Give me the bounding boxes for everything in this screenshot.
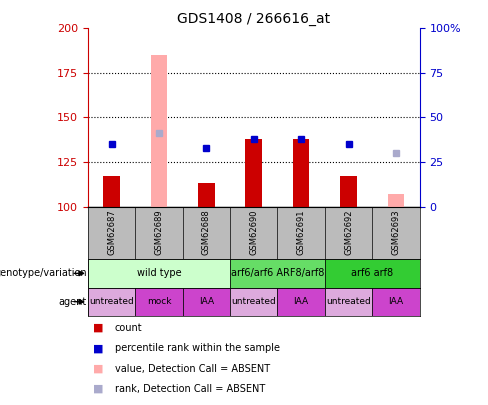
Text: ■: ■ (93, 323, 103, 333)
Bar (230, 288, 278, 316)
Text: value, Detection Call = ABSENT: value, Detection Call = ABSENT (115, 364, 270, 373)
Bar (183, 288, 230, 316)
Bar (340, 176, 357, 207)
Text: arf6 arf8: arf6 arf8 (351, 269, 393, 278)
Bar (325, 288, 372, 316)
Bar (293, 139, 309, 207)
Text: percentile rank within the sample: percentile rank within the sample (115, 343, 280, 353)
Text: GSM62690: GSM62690 (249, 209, 258, 255)
Bar (325, 259, 420, 288)
Text: GSM62693: GSM62693 (391, 209, 401, 255)
Text: untreated: untreated (326, 297, 371, 306)
Text: wild type: wild type (137, 269, 181, 278)
Text: untreated: untreated (231, 297, 276, 306)
Bar (372, 288, 420, 316)
Text: ■: ■ (93, 364, 103, 373)
Text: GSM62689: GSM62689 (154, 209, 163, 255)
Bar (103, 176, 120, 207)
Text: arf6/arf6 ARF8/arf8: arf6/arf6 ARF8/arf8 (231, 269, 324, 278)
Text: ■: ■ (93, 384, 103, 394)
Text: IAA: IAA (294, 297, 309, 306)
Text: count: count (115, 323, 142, 333)
Text: GSM62692: GSM62692 (344, 209, 353, 255)
Bar (88, 259, 230, 288)
Bar (151, 55, 167, 207)
Bar (230, 259, 325, 288)
Text: ■: ■ (93, 343, 103, 353)
Bar (88, 288, 135, 316)
Bar (245, 139, 262, 207)
Text: genotype/variation: genotype/variation (0, 269, 87, 278)
Bar (387, 194, 404, 207)
Text: IAA: IAA (199, 297, 214, 306)
Title: GDS1408 / 266616_at: GDS1408 / 266616_at (177, 12, 330, 26)
Bar (135, 288, 183, 316)
Text: mock: mock (147, 297, 171, 306)
Text: untreated: untreated (89, 297, 134, 306)
Bar (198, 183, 215, 207)
Text: rank, Detection Call = ABSENT: rank, Detection Call = ABSENT (115, 384, 265, 394)
Bar (278, 288, 325, 316)
Text: IAA: IAA (388, 297, 404, 306)
Text: GSM62688: GSM62688 (202, 209, 211, 255)
Text: agent: agent (59, 297, 87, 307)
Text: GSM62691: GSM62691 (297, 209, 305, 255)
Text: GSM62687: GSM62687 (107, 209, 116, 255)
